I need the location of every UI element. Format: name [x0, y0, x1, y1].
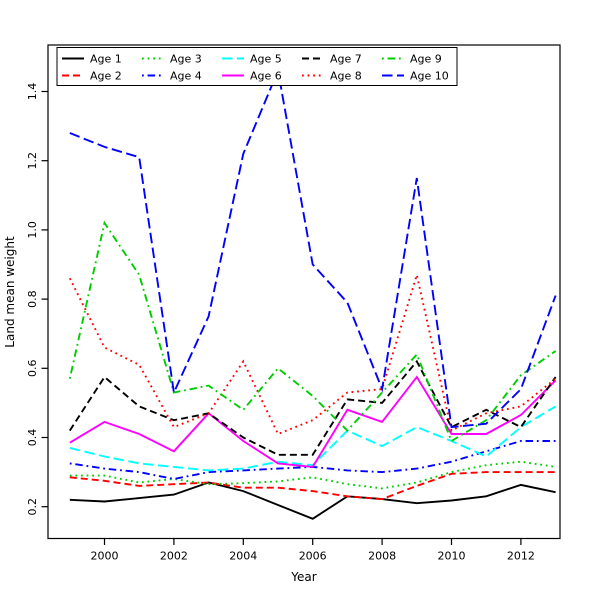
series-line-age-10: [69, 67, 557, 429]
series-line-age-8: [68, 271, 557, 436]
x-axis-title: Year: [290, 570, 316, 584]
legend-item-age-4: Age 4: [142, 70, 202, 83]
legend-item-age-3: Age 3: [142, 53, 202, 66]
legend-label: Age 5: [250, 53, 282, 66]
x-tick-label: 2000: [91, 550, 119, 563]
legend-item-age-9: Age 9: [382, 53, 442, 66]
legend-item-age-2: Age 2: [62, 70, 122, 83]
y-tick-label: 0.6: [26, 360, 39, 378]
legend-label: Age 2: [90, 70, 122, 83]
y-tick-label: 1.2: [26, 152, 39, 170]
series-line-age-3: [69, 460, 556, 490]
legend-label: Age 9: [410, 53, 442, 66]
x-tick-label: 2006: [299, 550, 327, 563]
legend-box: [56, 47, 458, 86]
x-tick-label: 2004: [229, 550, 257, 563]
legend-label: Age 6: [250, 70, 282, 83]
plot-area-border: [47, 44, 561, 540]
legend-item-age-8: Age 8: [302, 70, 362, 83]
y-tick-label: 0.2: [26, 498, 39, 516]
legend-label: Age 1: [90, 53, 122, 66]
series-line-age-9: [68, 220, 557, 443]
legend: Age 1 Age 2 Age 3 Age 4 Age 5 Age 6 Age 7 Age 8…: [56, 47, 458, 86]
series-lines: [68, 67, 557, 520]
legend-label: Age 10: [410, 70, 449, 83]
x-tick-label: 2012: [507, 550, 535, 563]
y-tick-label: 0.8: [26, 290, 39, 308]
axis-ticks: 2000 2002 2004 2006 2008 2010 2012 0.2 0.4 0.6 0.8…: [26, 83, 535, 563]
series-line-age-6: [69, 375, 557, 468]
x-tick-label: 2010: [438, 550, 466, 563]
legend-item-age-1: Age 1: [62, 53, 122, 66]
series-line-age-2: [69, 471, 556, 501]
y-tick-label: 1.4: [26, 83, 39, 101]
legend-label: Age 8: [330, 70, 362, 83]
series-line-age-5: [69, 405, 557, 472]
legend-item-age-10: Age 10: [382, 70, 449, 83]
y-tick-label: 1.0: [26, 221, 39, 239]
y-tick-label: 0.4: [26, 429, 39, 447]
legend-item-age-6: Age 6: [222, 70, 282, 83]
series-line-age-1: [69, 481, 556, 520]
series-line-age-7: [69, 359, 557, 456]
legend-label: Age 3: [170, 53, 202, 66]
x-tick-label: 2002: [160, 550, 188, 563]
series-line-age-4: [69, 440, 556, 480]
y-axis-title: Land mean weight: [3, 236, 17, 348]
legend-item-age-7: Age 7: [302, 53, 362, 66]
legend-label: Age 7: [330, 53, 362, 66]
legend-label: Age 4: [170, 70, 202, 83]
legend-item-age-5: Age 5: [222, 53, 282, 66]
x-tick-label: 2008: [368, 550, 396, 563]
